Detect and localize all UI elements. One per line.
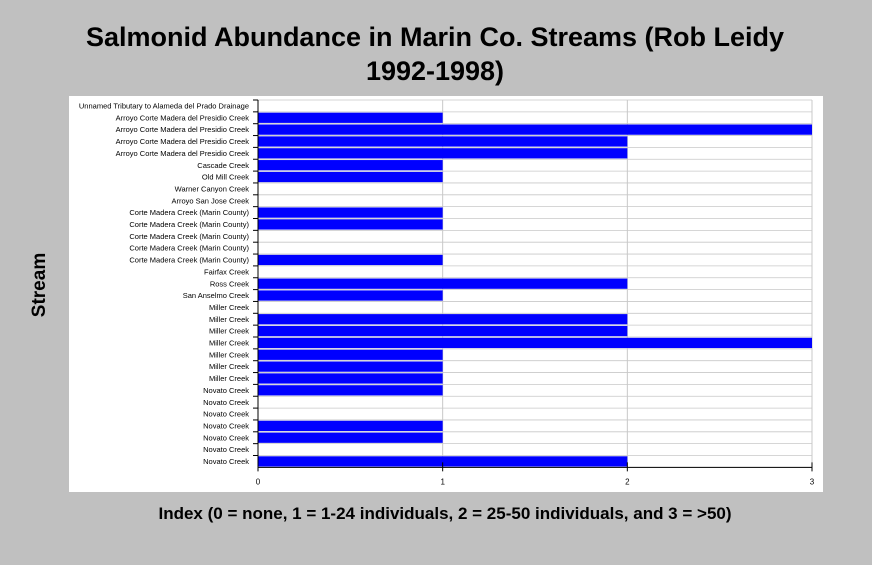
category-label: Miller Creek [209,339,249,348]
category-label: Corte Madera Creek (Marin County) [129,220,249,229]
bar [258,325,628,337]
x-tick-label: 1 [440,477,445,486]
category-label: Old Mill Creek [202,173,249,182]
bar [258,385,443,396]
bar [258,254,443,266]
x-tick-label: 3 [810,477,815,486]
category-label: Arroyo Corte Madera del Presidio Creek [116,137,250,146]
category-label: Novato Creek [203,433,249,442]
category-label: Miller Creek [209,327,249,336]
bar [258,373,443,384]
bar [258,136,628,147]
category-label: Corte Madera Creek (Marin County) [129,208,249,217]
category-label: Novato Creek [203,410,249,419]
category-label: Miller Creek [209,303,249,312]
bar [258,456,628,467]
category-label: Corte Madera Creek (Marin County) [129,244,249,253]
category-label: Warner Canyon Creek [175,184,250,193]
category-label: Fairfax Creek [204,267,249,276]
x-axis-label: Index (0 = none, 1 = 1-24 individuals, 2… [158,504,732,523]
category-label: Novato Creek [203,445,249,454]
bar [258,349,443,360]
category-label: Miller Creek [209,362,249,371]
bar [258,148,628,159]
bar [258,124,812,135]
bar [258,278,628,289]
bar [258,432,443,443]
category-label: Arroyo Corte Madera del Presidio Creek [116,125,250,134]
category-label: Novato Creek [203,457,249,466]
bar [258,160,443,171]
category-label: Arroyo Corte Madera del Presidio Creek [116,149,250,158]
bar [258,219,443,230]
category-label: Arroyo San Jose Creek [171,196,249,205]
bar [258,420,443,431]
category-label: Corte Madera Creek (Marin County) [129,256,249,265]
category-label: Miller Creek [209,350,249,359]
bar [258,290,443,301]
bar [258,171,443,183]
bar-chart: Unnamed Tributary to Alameda del Prado D… [79,99,815,486]
x-tick-label: 0 [256,477,261,486]
y-axis-label: Stream [29,252,50,318]
chart-title: Salmonid Abundance in Marin Co. Streams … [85,22,785,86]
category-label: Arroyo Corte Madera del Presidio Creek [116,113,250,122]
category-label: Novato Creek [203,386,249,395]
bar [258,112,443,123]
bar [258,337,812,349]
bar [258,314,628,325]
category-label: Novato Creek [203,398,249,407]
category-label: Miller Creek [209,315,249,324]
bar [258,207,443,218]
x-tick-label: 2 [625,477,630,486]
category-label: Ross Creek [210,279,249,288]
bar [258,361,443,372]
category-label: San Anselmo Creek [183,291,250,300]
category-label: Cascade Creek [197,161,249,170]
category-label: Novato Creek [203,421,249,430]
category-label: Corte Madera Creek (Marin County) [129,232,249,241]
category-label: Unnamed Tributary to Alameda del Prado D… [79,102,249,111]
category-label: Miller Creek [209,374,249,383]
plot-panel: Unnamed Tributary to Alameda del Prado D… [69,96,823,492]
